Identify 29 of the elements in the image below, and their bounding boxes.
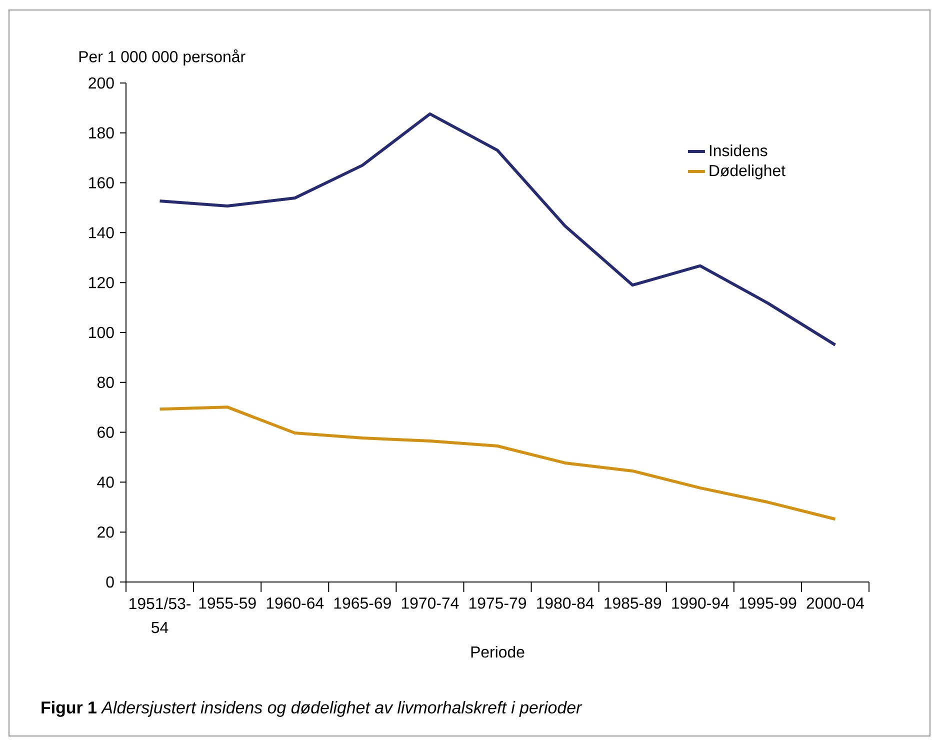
y-tick-label: 80 [97, 376, 114, 388]
y-tick-label: 120 [89, 276, 114, 288]
x-axis-title: Periode [471, 646, 524, 658]
x-tick-label: 1990-94 [672, 598, 729, 609]
y-tick-label: 20 [98, 526, 114, 538]
y-tick-label: 100 [89, 326, 114, 338]
x-tick-label: 1960-64 [266, 598, 324, 609]
x-tick-label: 1985-89 [604, 598, 662, 609]
legend-label: Dødelighet [710, 164, 786, 180]
y-tick-label: 200 [88, 77, 114, 89]
line-series [158, 112, 837, 346]
legend-label: Insidens [710, 144, 768, 156]
y-tick-label: 40 [97, 476, 114, 488]
x-tick-label: 1955-59 [199, 598, 256, 609]
x-tick-label: 1965-69 [334, 598, 391, 609]
y-tick-label: 160 [89, 177, 114, 188]
x-tick-label: 1951/53-54 [130, 598, 191, 634]
x-tick-label: 1995-99 [740, 598, 796, 609]
y-tick-label: 60 [98, 426, 114, 438]
x-tick-label: 1980-84 [537, 598, 594, 609]
y-axis-title: Per 1 000 000 personår [79, 49, 246, 66]
y-tick-label: 180 [89, 127, 114, 139]
x-tick-label: 1970-74 [402, 598, 459, 609]
y-tick-label: 0 [106, 576, 114, 588]
x-tick-label: 1975-79 [469, 598, 526, 609]
x-tick-label: 2000-04 [806, 598, 864, 609]
line-series [158, 406, 837, 521]
y-tick-label: 140 [89, 227, 114, 238]
text: Figur 1 Aldersjustert insidens og dødelighet av livmorhalskreft i perioder [42, 701, 582, 717]
